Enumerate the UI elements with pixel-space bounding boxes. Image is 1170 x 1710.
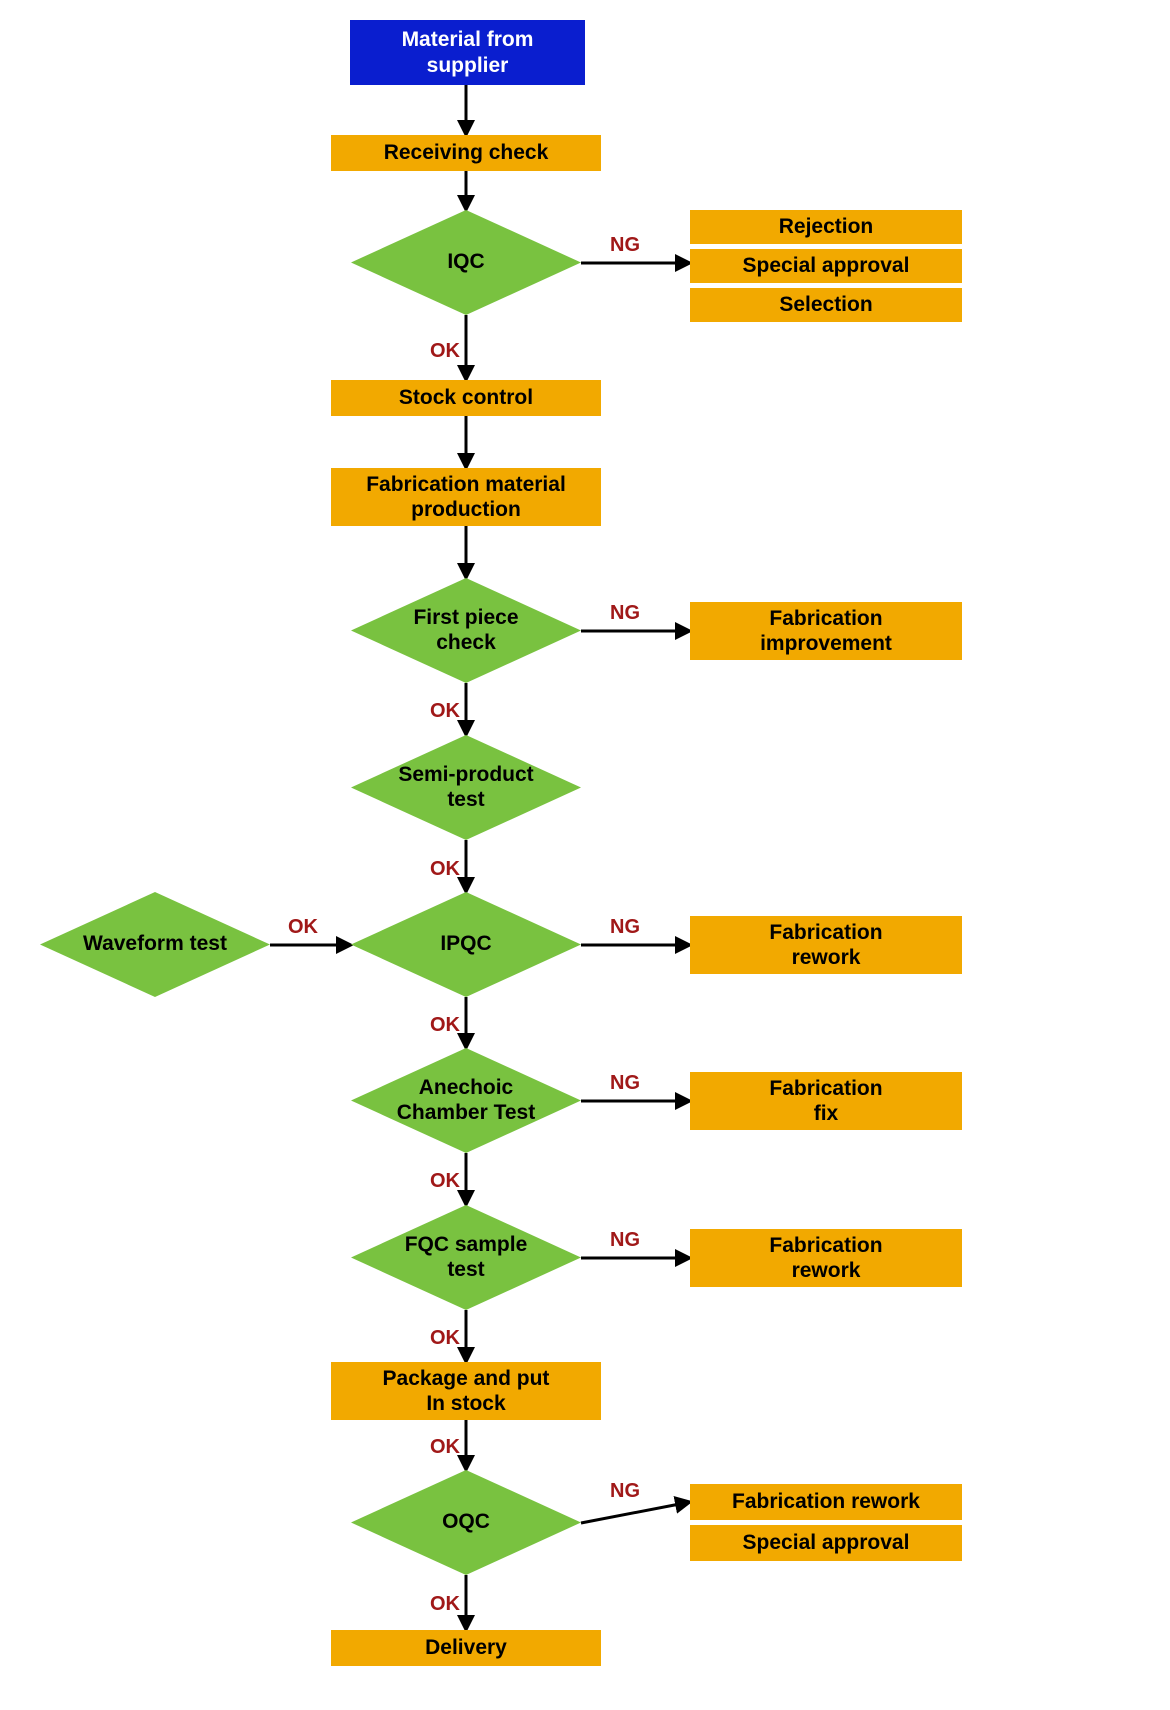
edge-label-ipqc-anechoic: OK — [430, 1014, 460, 1037]
node-label-stock: Stock control — [399, 385, 533, 410]
node-label-fab_rework2: Fabrication rework — [769, 1233, 882, 1283]
node-label-waveform: Waveform test — [83, 932, 227, 956]
node-package: Package and put In stock — [331, 1362, 601, 1420]
node-fab_improve: Fabrication improvement — [690, 602, 962, 660]
node-label-special_appr2: Special approval — [743, 1530, 910, 1555]
edge-oqc-fab_rework3 — [581, 1502, 690, 1523]
node-label-selection: Selection — [779, 292, 872, 317]
node-ipqc: IPQC — [351, 892, 581, 997]
node-label-fqc: FQC sample test — [405, 1233, 528, 1281]
node-fab_mat: Fabrication material production — [331, 468, 601, 526]
node-label-fab_mat: Fabrication material production — [366, 472, 566, 522]
node-rejection: Rejection — [690, 210, 962, 244]
node-iqc: IQC — [351, 210, 581, 315]
node-label-special_appr: Special approval — [743, 253, 910, 278]
edge-label-first_piece-semi_prod: OK — [430, 700, 460, 723]
node-label-fab_fix: Fabrication fix — [769, 1076, 882, 1126]
node-material: Material from supplier — [350, 20, 585, 85]
edge-label-waveform-ipqc: OK — [288, 916, 318, 939]
edge-label-oqc-fab_rework3: NG — [610, 1480, 640, 1503]
edge-label-oqc-delivery: OK — [430, 1593, 460, 1616]
node-anechoic: Anechoic Chamber Test — [351, 1048, 581, 1153]
edge-label-first_piece-fab_improve: NG — [610, 602, 640, 625]
node-label-iqc: IQC — [447, 250, 484, 274]
node-special_appr: Special approval — [690, 249, 962, 283]
node-label-first_piece: First piece check — [413, 606, 518, 654]
node-stock: Stock control — [331, 380, 601, 416]
edge-label-fqc-package: OK — [430, 1327, 460, 1350]
node-delivery: Delivery — [331, 1630, 601, 1666]
node-label-rejection: Rejection — [779, 214, 874, 239]
node-fqc: FQC sample test — [351, 1205, 581, 1310]
edge-label-anechoic-fab_fix: NG — [610, 1072, 640, 1095]
node-label-receiving: Receiving check — [384, 140, 549, 165]
edge-label-anechoic-fqc: OK — [430, 1170, 460, 1193]
edge-label-ipqc-fab_rework1: NG — [610, 916, 640, 939]
edge-label-iqc-stock: OK — [430, 340, 460, 363]
edges-layer — [0, 0, 1170, 1710]
node-label-package: Package and put In stock — [383, 1366, 550, 1416]
node-first_piece: First piece check — [351, 578, 581, 683]
node-fab_fix: Fabrication fix — [690, 1072, 962, 1130]
node-waveform: Waveform test — [40, 892, 270, 997]
node-label-fab_rework3: Fabrication rework — [732, 1489, 920, 1514]
node-selection: Selection — [690, 288, 962, 322]
node-oqc: OQC — [351, 1470, 581, 1575]
node-label-semi_prod: Semi-product test — [398, 763, 533, 811]
edge-label-fqc-fab_rework2: NG — [610, 1229, 640, 1252]
node-label-anechoic: Anechoic Chamber Test — [397, 1076, 535, 1124]
node-label-delivery: Delivery — [425, 1635, 507, 1660]
edge-label-semi_prod-ipqc: OK — [430, 858, 460, 881]
node-label-fab_rework1: Fabrication rework — [769, 920, 882, 970]
edge-label-iqc-special_appr: NG — [610, 234, 640, 257]
node-fab_rework3: Fabrication rework — [690, 1484, 962, 1520]
node-special_appr2: Special approval — [690, 1525, 962, 1561]
node-label-fab_improve: Fabrication improvement — [760, 606, 892, 656]
flowchart-canvas: NG OK NG OK OK OK NG OK NG OK NG OK OK NG OK Material f… — [0, 0, 1170, 1710]
node-fab_rework2: Fabrication rework — [690, 1229, 962, 1287]
node-label-oqc: OQC — [442, 1510, 490, 1534]
node-fab_rework1: Fabrication rework — [690, 916, 962, 974]
node-label-ipqc: IPQC — [440, 932, 491, 956]
node-semi_prod: Semi-product test — [351, 735, 581, 840]
edge-label-package-oqc: OK — [430, 1436, 460, 1459]
node-receiving: Receiving check — [331, 135, 601, 171]
node-label-material: Material from supplier — [402, 27, 534, 77]
